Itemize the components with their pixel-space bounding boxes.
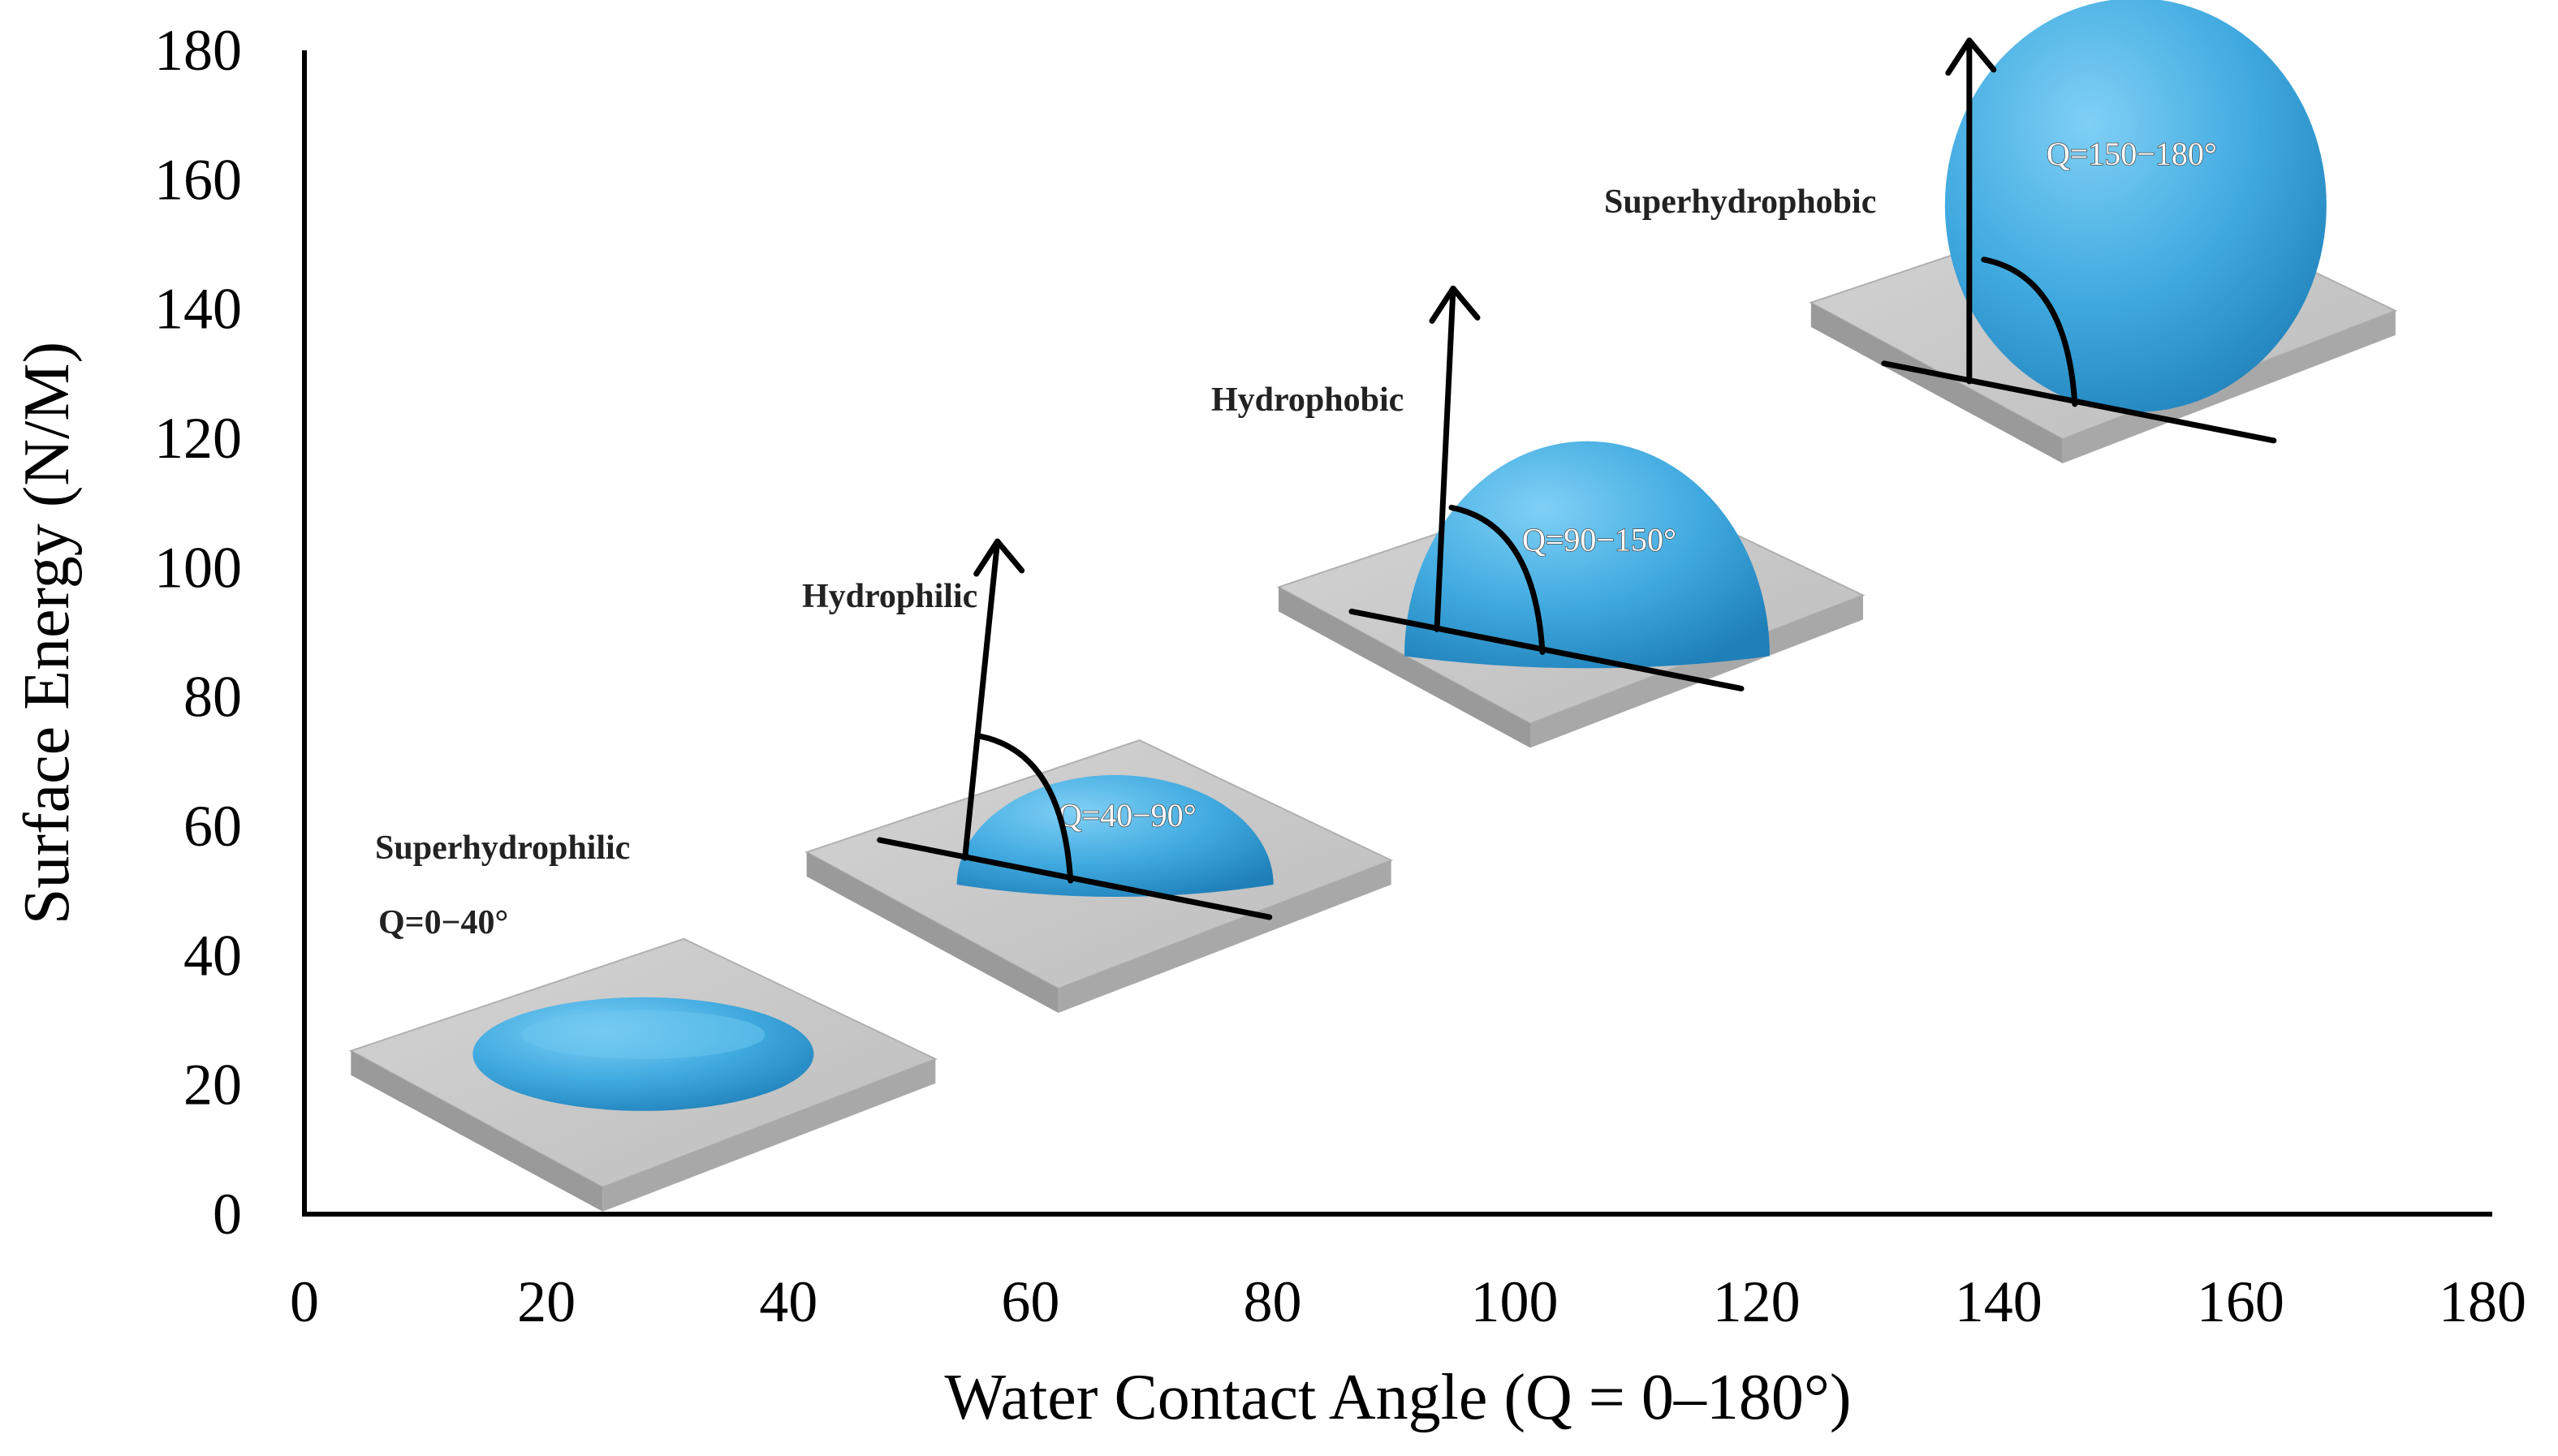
x-tick-labels: 0 20 40 60 80 100 120 140 160 180 [290, 1269, 2526, 1334]
x-tick-label: 140 [1955, 1269, 2043, 1334]
region-hydrophilic: Q=40−90° Hydrophilic [802, 538, 1394, 1014]
wettability-regions: Superhydrophilic Q=0−40° Q=40−90° Hydrophil… [348, 0, 2398, 1212]
x-tick-label: 100 [1471, 1269, 1559, 1334]
plate-side [351, 1050, 603, 1212]
x-tick-label: 80 [1243, 1269, 1301, 1334]
plate-side [1058, 860, 1391, 1014]
x-tick-label: 40 [759, 1269, 817, 1334]
y-axis-title: Surface Energy (N/M) [11, 342, 83, 924]
plate-side [602, 1058, 936, 1212]
droplet [1404, 441, 1770, 669]
y-tick-label: 180 [154, 18, 242, 83]
region-label: Superhydrophilic [375, 829, 630, 867]
surface-line [877, 837, 1273, 920]
x-tick-label: 0 [290, 1269, 319, 1334]
plate-side [2062, 310, 2396, 463]
angle-arc [1981, 256, 2078, 407]
y-tick-label: 120 [154, 406, 242, 471]
plate-side [1529, 595, 1863, 748]
axes [302, 50, 2492, 1217]
arrow-head [973, 538, 1025, 577]
y-tick-label: 80 [183, 665, 242, 730]
region-label: Hydrophilic [802, 578, 977, 615]
angle-arc [1448, 504, 1546, 655]
angle-arc [977, 733, 1074, 884]
y-tick-label: 140 [154, 277, 242, 342]
droplet [956, 775, 1274, 898]
x-axis-title: Water Contact Angle (Q = 0–180°) [944, 1362, 1851, 1433]
region-label: Hydrophobic [1211, 381, 1404, 419]
region-label: Superhydrophobic [1604, 183, 1876, 221]
droplet-highlight [521, 1010, 766, 1059]
surface-line [1348, 608, 1745, 691]
plate-side [1278, 587, 1530, 748]
x-tick-label: 60 [1001, 1269, 1059, 1334]
region-superhydrophobic: Q=150−180° Superhydrophobic [1604, 0, 2398, 463]
arrow-head [1945, 37, 1997, 76]
droplet [1944, 0, 2327, 412]
arrow-head [1429, 285, 1481, 324]
x-tick-label: 160 [2197, 1269, 2284, 1334]
x-tick-label: 180 [2439, 1269, 2526, 1334]
range-label: Q=90−150° [1522, 521, 1676, 558]
y-tick-label: 20 [183, 1053, 242, 1118]
region-hydrophobic: Q=90−150° Hydrophobic [1211, 285, 1866, 748]
tangent-arrow [1434, 285, 1456, 632]
plate-side [1810, 302, 2063, 463]
y-tick-label: 60 [183, 794, 242, 859]
range-label: Q=40−90° [1059, 797, 1197, 834]
range-label: Q=0−40° [378, 904, 508, 941]
plate-side [806, 852, 1059, 1014]
y-tick-labels: 0 20 40 60 80 100 120 140 160 180 [154, 18, 242, 1247]
region-superhydrophilic: Superhydrophilic Q=0−40° [348, 829, 938, 1212]
x-tick-label: 120 [1713, 1269, 1801, 1334]
y-tick-label: 0 [213, 1182, 242, 1247]
y-tick-label: 100 [154, 535, 242, 600]
range-label: Q=150−180° [2047, 136, 2217, 172]
tangent-arrow [962, 538, 1001, 861]
y-tick-label: 40 [183, 923, 242, 988]
y-tick-label: 160 [154, 147, 242, 212]
surface-line [1881, 360, 2277, 444]
x-tick-label: 20 [517, 1269, 576, 1334]
